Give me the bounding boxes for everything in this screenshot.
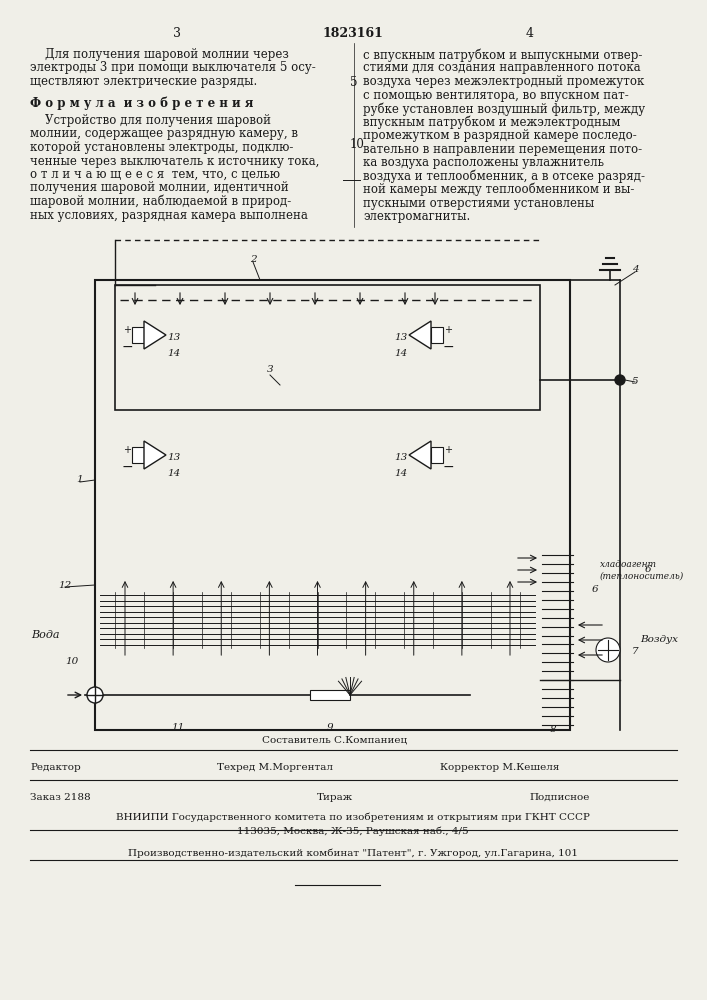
Text: 14: 14 — [395, 468, 408, 478]
Text: Для получения шаровой молнии через: Для получения шаровой молнии через — [30, 48, 289, 61]
Text: 14: 14 — [167, 468, 180, 478]
Text: электромагниты.: электромагниты. — [363, 210, 470, 223]
Text: 4: 4 — [631, 265, 638, 274]
Text: Вода: Вода — [30, 630, 59, 640]
Text: 9: 9 — [327, 724, 333, 732]
Text: +: + — [123, 325, 131, 335]
Text: Ф о р м у л а  и з о б р е т е н и я: Ф о р м у л а и з о б р е т е н и я — [30, 97, 253, 110]
Text: электроды 3 при помощи выключателя 5 осу-: электроды 3 при помощи выключателя 5 осу… — [30, 62, 316, 75]
Bar — [431, 327, 443, 343]
Text: 4: 4 — [526, 27, 534, 40]
Text: 13: 13 — [167, 452, 180, 462]
Text: впускным патрубком и межэлектродным: впускным патрубком и межэлектродным — [363, 115, 620, 129]
Text: которой установлены электроды, подклю-: которой установлены электроды, подклю- — [30, 141, 293, 154]
Text: 5: 5 — [631, 377, 638, 386]
Circle shape — [615, 375, 625, 385]
Text: 8: 8 — [549, 726, 556, 734]
Text: 3: 3 — [267, 365, 274, 374]
Bar — [132, 447, 144, 463]
Text: Тираж: Тираж — [317, 793, 353, 802]
Text: 6: 6 — [592, 585, 598, 594]
Circle shape — [87, 687, 103, 703]
Text: −: − — [121, 460, 133, 474]
Text: о т л и ч а ю щ е е с я  тем, что, с целью: о т л и ч а ю щ е е с я тем, что, с цель… — [30, 168, 280, 181]
Text: 5: 5 — [350, 76, 358, 89]
Text: 13: 13 — [395, 452, 408, 462]
Text: 2: 2 — [250, 255, 257, 264]
Text: Производственно-издательский комбинат "Патент", г. Ужгород, ул.Гагарина, 101: Производственно-издательский комбинат "П… — [128, 848, 578, 857]
Text: ченные через выключатель к источнику тока,: ченные через выключатель к источнику ток… — [30, 154, 320, 167]
Text: 3: 3 — [173, 27, 181, 40]
Text: 13: 13 — [395, 332, 408, 342]
Text: ной камеры между теплообменником и вы-: ной камеры между теплообменником и вы- — [363, 183, 634, 196]
Polygon shape — [409, 321, 431, 349]
Bar — [431, 447, 443, 463]
Text: хладоагент
(теплоноситель): хладоагент (теплоноситель) — [600, 560, 684, 580]
Polygon shape — [144, 321, 166, 349]
Text: Подписное: Подписное — [530, 793, 590, 802]
Text: ных условиях, разрядная камера выполнена: ных условиях, разрядная камера выполнена — [30, 209, 308, 222]
Text: 7: 7 — [631, 648, 638, 656]
Text: −: − — [442, 460, 454, 474]
Text: +: + — [444, 445, 452, 455]
Text: стиями для создания направленного потока: стиями для создания направленного потока — [363, 62, 641, 75]
Text: с помощью вентилятора, во впускном пат-: с помощью вентилятора, во впускном пат- — [363, 89, 629, 102]
Text: 6: 6 — [645, 566, 652, 574]
Text: 10: 10 — [65, 658, 78, 666]
Text: +: + — [123, 445, 131, 455]
Text: с впускным патрубком и выпускными отвер-: с впускным патрубком и выпускными отвер- — [363, 48, 643, 62]
Text: Составитель С.Компаниец: Составитель С.Компаниец — [262, 735, 408, 744]
Text: пускными отверстиями установлены: пускными отверстиями установлены — [363, 196, 595, 210]
Text: Корректор М.Кешеля: Корректор М.Кешеля — [440, 763, 560, 772]
Bar — [132, 327, 144, 343]
Text: 1823161: 1823161 — [322, 27, 383, 40]
Text: Редактор: Редактор — [30, 763, 81, 772]
Text: ВНИИПИ Государственного комитета по изобретениям и открытиям при ГКНТ СССР: ВНИИПИ Государственного комитета по изоб… — [116, 813, 590, 822]
Bar — [310, 690, 350, 700]
Text: Заказ 2188: Заказ 2188 — [30, 793, 90, 802]
Text: ка воздуха расположены увлажнитель: ка воздуха расположены увлажнитель — [363, 156, 604, 169]
Text: молнии, содержащее разрядную камеру, в: молнии, содержащее разрядную камеру, в — [30, 127, 298, 140]
Text: Техред М.Моргентал: Техред М.Моргентал — [217, 763, 333, 772]
Text: 14: 14 — [395, 349, 408, 358]
Text: вательно в направлении перемещения пото-: вательно в направлении перемещения пото- — [363, 142, 642, 155]
Text: 12: 12 — [59, 580, 71, 589]
Text: ществляют электрические разряды.: ществляют электрические разряды. — [30, 75, 257, 88]
Text: воздуха через межэлектродный промежуток: воздуха через межэлектродный промежуток — [363, 75, 644, 88]
Polygon shape — [144, 441, 166, 469]
Text: 10: 10 — [350, 138, 365, 151]
Text: 1: 1 — [76, 476, 83, 485]
Text: 13: 13 — [167, 332, 180, 342]
Circle shape — [596, 638, 620, 662]
Text: 11: 11 — [171, 724, 185, 732]
Text: промежутком в разрядной камере последо-: промежутком в разрядной камере последо- — [363, 129, 637, 142]
Text: −: − — [442, 340, 454, 354]
Text: рубке установлен воздушный фильтр, между: рубке установлен воздушный фильтр, между — [363, 102, 645, 115]
Text: воздуха и теплообменник, а в отсеке разряд-: воздуха и теплообменник, а в отсеке разр… — [363, 169, 645, 183]
Text: 113035, Москва, Ж-35, Раушская наб., 4/5: 113035, Москва, Ж-35, Раушская наб., 4/5 — [237, 827, 469, 836]
Text: +: + — [444, 325, 452, 335]
Text: −: − — [121, 340, 133, 354]
Polygon shape — [409, 441, 431, 469]
Text: Устройство для получения шаровой: Устройство для получения шаровой — [30, 114, 271, 127]
Text: Воздух: Воздух — [640, 636, 678, 645]
Text: получения шаровой молнии, идентичной: получения шаровой молнии, идентичной — [30, 182, 288, 194]
Text: шаровой молнии, наблюдаемой в природ-: шаровой молнии, наблюдаемой в природ- — [30, 195, 291, 209]
Text: 14: 14 — [167, 349, 180, 358]
